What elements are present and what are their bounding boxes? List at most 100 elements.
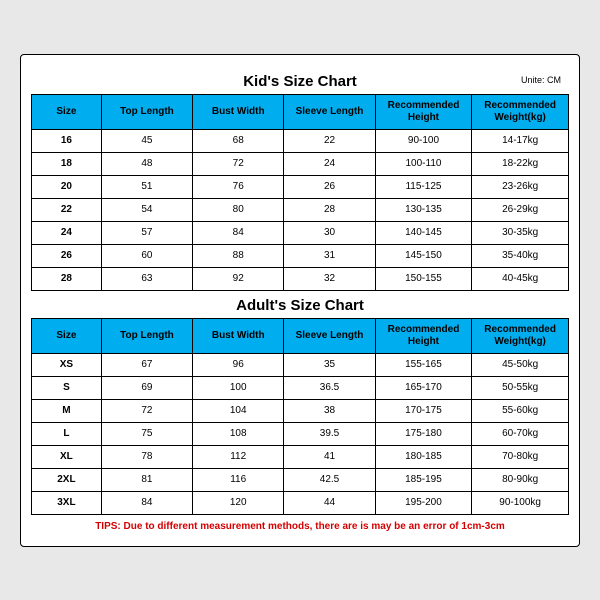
cell: 14-17kg [472, 129, 569, 152]
cell: 44 [284, 491, 375, 514]
cell: 78 [101, 445, 192, 468]
cell: 90-100 [375, 129, 472, 152]
cell: 130-135 [375, 198, 472, 221]
cell: 22 [284, 129, 375, 152]
cell: 36.5 [284, 376, 375, 399]
cell: 88 [193, 244, 284, 267]
cell: 68 [193, 129, 284, 152]
cell: 76 [193, 175, 284, 198]
cell: 112 [193, 445, 284, 468]
cell: 32 [284, 267, 375, 290]
table-row: 3XL8412044195-20090-100kg [32, 491, 569, 514]
cell: 28 [32, 267, 102, 290]
col-bust-width: Bust Width [193, 94, 284, 129]
col-size: Size [32, 94, 102, 129]
cell: 175-180 [375, 422, 472, 445]
cell: 84 [101, 491, 192, 514]
adults-table: Size Top Length Bust Width Sleeve Length… [31, 318, 569, 515]
cell: 48 [101, 152, 192, 175]
cell: 108 [193, 422, 284, 445]
col-rec-weight: Recommended Weight(kg) [472, 318, 569, 353]
cell: 41 [284, 445, 375, 468]
cell: 39.5 [284, 422, 375, 445]
cell: 115-125 [375, 175, 472, 198]
cell: 185-195 [375, 468, 472, 491]
cell: 51 [101, 175, 192, 198]
cell: 165-170 [375, 376, 472, 399]
cell: 40-45kg [472, 267, 569, 290]
cell: 96 [193, 353, 284, 376]
cell: XL [32, 445, 102, 468]
tips-note: TIPS: Due to different measurement metho… [31, 515, 569, 534]
cell: 42.5 [284, 468, 375, 491]
cell: 57 [101, 221, 192, 244]
cell: 145-150 [375, 244, 472, 267]
cell: 104 [193, 399, 284, 422]
cell: 22 [32, 198, 102, 221]
table-row: XS679635155-16545-50kg [32, 353, 569, 376]
table-row: 20517626115-12523-26kg [32, 175, 569, 198]
cell: 18-22kg [472, 152, 569, 175]
col-rec-height: Recommended Height [375, 94, 472, 129]
cell: L [32, 422, 102, 445]
cell: 195-200 [375, 491, 472, 514]
cell: 100 [193, 376, 284, 399]
table-row: 22548028130-13526-29kg [32, 198, 569, 221]
cell: 70-80kg [472, 445, 569, 468]
cell: 180-185 [375, 445, 472, 468]
cell: 24 [32, 221, 102, 244]
kids-body: 1645682290-10014-17kg18487224100-11018-2… [32, 129, 569, 290]
cell: S [32, 376, 102, 399]
cell: 67 [101, 353, 192, 376]
adults-title: Adult's Size Chart [236, 297, 364, 314]
adults-body: XS679635155-16545-50kgS6910036.5165-1705… [32, 353, 569, 514]
table-row: 18487224100-11018-22kg [32, 152, 569, 175]
adults-title-row: Adult's Size Chart [31, 291, 569, 318]
col-top-length: Top Length [101, 318, 192, 353]
col-rec-weight: Recommended Weight(kg) [472, 94, 569, 129]
cell: 60 [101, 244, 192, 267]
unit-label: Unite: CM [521, 75, 561, 85]
cell: 60-70kg [472, 422, 569, 445]
cell: 92 [193, 267, 284, 290]
cell: 45-50kg [472, 353, 569, 376]
cell: 63 [101, 267, 192, 290]
cell: M [32, 399, 102, 422]
table-row: 28639232150-15540-45kg [32, 267, 569, 290]
cell: 35 [284, 353, 375, 376]
cell: 84 [193, 221, 284, 244]
table-row: S6910036.5165-17050-55kg [32, 376, 569, 399]
table-row: 24578430140-14530-35kg [32, 221, 569, 244]
cell: 116 [193, 468, 284, 491]
table-row: 26608831145-15035-40kg [32, 244, 569, 267]
cell: 18 [32, 152, 102, 175]
table-row: 1645682290-10014-17kg [32, 129, 569, 152]
col-size: Size [32, 318, 102, 353]
cell: 72 [193, 152, 284, 175]
cell: 26 [284, 175, 375, 198]
col-top-length: Top Length [101, 94, 192, 129]
cell: 38 [284, 399, 375, 422]
kids-title: Kid's Size Chart [243, 73, 357, 90]
cell: 35-40kg [472, 244, 569, 267]
table-row: L7510839.5175-18060-70kg [32, 422, 569, 445]
cell: 3XL [32, 491, 102, 514]
col-bust-width: Bust Width [193, 318, 284, 353]
col-rec-height: Recommended Height [375, 318, 472, 353]
cell: 100-110 [375, 152, 472, 175]
cell: 81 [101, 468, 192, 491]
cell: 50-55kg [472, 376, 569, 399]
cell: 55-60kg [472, 399, 569, 422]
cell: 80-90kg [472, 468, 569, 491]
cell: 2XL [32, 468, 102, 491]
cell: XS [32, 353, 102, 376]
table-row: XL7811241180-18570-80kg [32, 445, 569, 468]
cell: 90-100kg [472, 491, 569, 514]
table-row: M7210438170-17555-60kg [32, 399, 569, 422]
cell: 72 [101, 399, 192, 422]
cell: 155-165 [375, 353, 472, 376]
cell: 24 [284, 152, 375, 175]
cell: 30-35kg [472, 221, 569, 244]
kids-title-row: Kid's Size Chart Unite: CM [31, 67, 569, 94]
cell: 31 [284, 244, 375, 267]
